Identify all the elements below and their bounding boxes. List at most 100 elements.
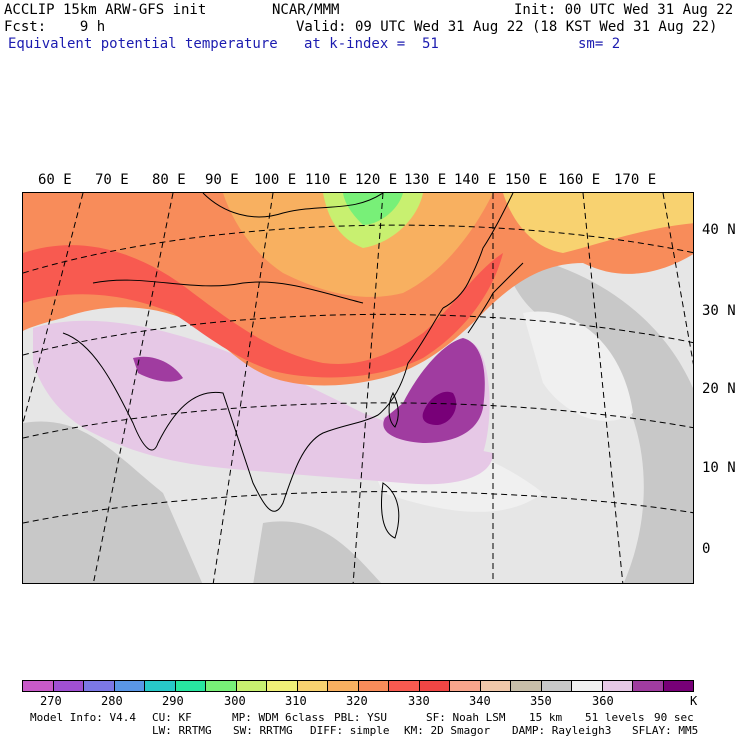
colorbar-swatch (297, 681, 328, 691)
colorbar-swatch (663, 681, 693, 691)
colorbar-swatch (633, 681, 664, 691)
typhoon-core (383, 338, 485, 443)
colorbar-tick: 330 (408, 694, 430, 708)
colorbar-tick: 350 (530, 694, 552, 708)
colorbar-swatch (572, 681, 603, 691)
colorbar-swatch (53, 681, 84, 691)
smoothing-label: sm= 2 (578, 36, 621, 52)
init-time: Init: 00 UTC Wed 31 Aug 22 (514, 2, 734, 18)
colorbar-tick: 360 (592, 694, 614, 708)
field-name: Equivalent potential temperature (8, 36, 278, 52)
colorbar-tick: 310 (285, 694, 307, 708)
theta-e-map (22, 192, 694, 584)
footer-damp: DAMP: Rayleigh3 (512, 724, 612, 737)
footer-sw: SW: RRTMG (233, 724, 293, 737)
longitude-label: 80 E (152, 172, 186, 188)
graticule-line (23, 402, 693, 439)
colorbar-swatch (267, 681, 298, 691)
coastlines (62, 193, 524, 539)
colorbar-tick: 340 (469, 694, 491, 708)
longitude-label: 110 E (305, 172, 348, 188)
northeast-coastline (442, 193, 514, 309)
colorbar-tick: 320 (346, 694, 368, 708)
colorbar-tick: 280 (101, 694, 123, 708)
colorbar-tick: 290 (162, 694, 184, 708)
northeast-field (503, 193, 693, 253)
run-title: ACCLIP 15km ARW-GFS init (4, 2, 207, 18)
longitude-label: 90 E (205, 172, 239, 188)
footer-cu: CU: KF (152, 711, 192, 724)
colorbar-tick: 300 (224, 694, 246, 708)
japan-outline (467, 262, 524, 334)
colorbar-swatch (511, 681, 542, 691)
longitude-label: 100 E (254, 172, 297, 188)
colorbar-units: K (690, 694, 698, 708)
colorbar-swatch (602, 681, 633, 691)
colorbar-swatch (145, 681, 176, 691)
taiwan-outline (388, 391, 399, 428)
colorbar-swatch (114, 681, 145, 691)
graticule-line (92, 193, 174, 583)
footer-diff: DIFF: simple (310, 724, 390, 737)
philippines-outline (381, 482, 400, 539)
northern-cold-field (343, 193, 403, 225)
colorbar-swatch (541, 681, 572, 691)
footer-pbl: PBL: YSU (334, 711, 387, 724)
graticule-line (352, 193, 384, 583)
graticule-line (23, 313, 693, 356)
forecast-hour: Fcst: 9 h (4, 19, 106, 35)
footer-mp: MP: WDM 6class (232, 711, 325, 724)
latitude-label: 30 N (702, 303, 736, 319)
grey-field-east (503, 253, 693, 583)
colorbar-swatch (206, 681, 237, 691)
colorbar-swatch (389, 681, 420, 691)
colorbar-swatch (175, 681, 206, 691)
longitude-label: 170 E (614, 172, 657, 188)
institution-label: NCAR/MMM (272, 2, 340, 18)
warm-core-band (23, 245, 503, 378)
colorbar-swatch (419, 681, 450, 691)
longitude-label: 130 E (404, 172, 447, 188)
political-border (202, 193, 384, 218)
colorbar (22, 680, 694, 692)
map-canvas (23, 193, 693, 583)
longitude-label: 150 E (505, 172, 548, 188)
bay-of-bengal-core (133, 356, 183, 382)
footer-timestep: 90 sec (654, 711, 694, 724)
mainland-coastline (62, 307, 444, 512)
longitude-label: 120 E (355, 172, 398, 188)
footer-sflay: SFLAY: MM5 (632, 724, 699, 737)
longitude-label: 60 E (38, 172, 72, 188)
latitude-label: 10 N (702, 460, 736, 476)
graticule-line (23, 491, 693, 524)
colorbar-swatch (450, 681, 481, 691)
grey-field-south (253, 521, 382, 583)
white-field-east (523, 311, 633, 422)
footer-sf: SF: Noah LSM (426, 711, 506, 724)
colorbar-swatch (480, 681, 511, 691)
graticule (23, 193, 693, 583)
footer-lw: LW: RRTMG (152, 724, 212, 737)
latitude-label: 20 N (702, 381, 736, 397)
colorbar-tick: 270 (40, 694, 62, 708)
colorbar-swatch (23, 681, 54, 691)
longitude-label: 160 E (558, 172, 601, 188)
longitude-label: 70 E (95, 172, 129, 188)
footer-resolution: 15 km (529, 711, 563, 724)
latitude-label: 40 N (702, 222, 736, 238)
graticule-line (23, 224, 693, 274)
footer-model-info: Model Info: V4.4 (30, 711, 136, 724)
graticule-line (662, 193, 693, 365)
longitude-label: 140 E (454, 172, 497, 188)
typhoon-eye-region (422, 391, 457, 425)
footer-levels: 51 levels (585, 711, 645, 724)
colorbar-swatch (84, 681, 115, 691)
level-index: at k-index = 51 (304, 36, 439, 52)
graticule-line (212, 193, 274, 583)
colorbar-swatch (358, 681, 389, 691)
graticule-line (582, 193, 624, 583)
grey-field-southwest (23, 421, 203, 583)
valid-time: Valid: 09 UTC Wed 31 Aug 22 (18 KST Wed … (296, 19, 718, 35)
colorbar-swatch (236, 681, 267, 691)
latitude-label: 0 (702, 541, 711, 557)
